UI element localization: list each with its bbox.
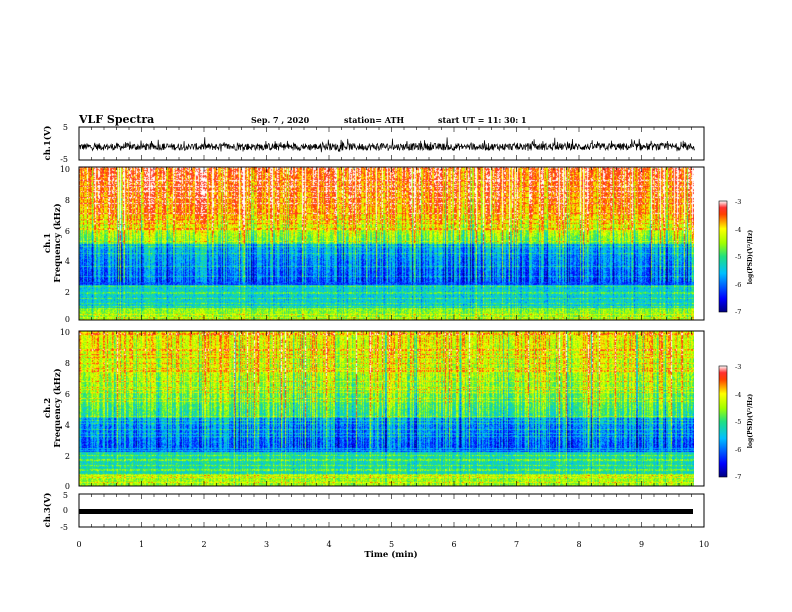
ch1-waveform-ylabel: ch.1(V) <box>42 126 53 161</box>
time-axis-tick-2: 2 <box>201 540 206 549</box>
time-axis-tick-3: 3 <box>264 540 269 549</box>
ch1-spectrogram-ylabel-frequency: Frequency (kHz) <box>52 203 63 282</box>
time-axis-tick-8: 8 <box>576 540 581 549</box>
ch2-freq-tick-10: 10 <box>60 328 70 337</box>
ch1-spectrogram-ticks <box>78 167 705 320</box>
ch1-freq-tick-0: 0 <box>65 315 70 324</box>
ch2-freq-tick-6: 6 <box>65 390 70 399</box>
ch2-spectrogram-panel: 0 2 4 6 8 10 ch.2 Frequency (kHz) -3 -4 … <box>43 328 754 491</box>
ch1-cbar-tick--6: -6 <box>735 281 741 289</box>
ch2-colorbar <box>718 365 728 478</box>
start-time-label: start UT = 11: 30: 1 <box>438 115 527 125</box>
ch1-colorbar-label: log(PSD)(V²/Hz) <box>747 230 754 285</box>
ch2-spectrogram-ticks <box>78 331 705 486</box>
station-label: station= ATH <box>344 115 404 125</box>
ch3-waveform-ylabel: ch.3(V) <box>42 493 53 528</box>
time-axis-tick-4: 4 <box>326 540 331 549</box>
ch3-waveform-ticks <box>78 494 705 527</box>
ch2-spectrogram-image <box>79 331 694 486</box>
ch1-freq-tick-10: 10 <box>60 165 70 174</box>
ch3-waveform-panel: 5 0 -5 ch.3(V) <box>42 491 705 532</box>
time-axis-tick-labels: 0 1 2 3 4 5 6 7 8 9 10 <box>76 540 709 549</box>
time-axis-label: Time (min) <box>364 549 417 560</box>
ch2-spectrogram-ylabel-channel: ch.2 <box>43 398 53 418</box>
figure-title: VLF Spectra <box>78 113 154 126</box>
ch2-cbar-tick--7: -7 <box>735 473 741 481</box>
ch1-freq-tick-2: 2 <box>65 288 70 297</box>
date-label: Sep. 7 , 2020 <box>251 115 310 125</box>
ch1-cbar-tick--5: -5 <box>735 253 741 261</box>
ch2-freq-tick-2: 2 <box>65 452 70 461</box>
ch2-spectrogram-ylabel-frequency: Frequency (kHz) <box>52 368 63 447</box>
ch1-ytick-bottom: -5 <box>60 155 68 164</box>
ch3-waveform-line <box>79 509 693 514</box>
ch3-ytick-bottom: -5 <box>60 523 68 532</box>
time-axis-tick-5: 5 <box>389 540 394 549</box>
time-axis-tick-10: 10 <box>699 540 709 549</box>
ch2-cbar-tick--6: -6 <box>735 446 741 454</box>
time-axis-tick-7: 7 <box>514 540 519 549</box>
ch1-cbar-tick--3: -3 <box>735 198 741 206</box>
ch1-cbar-tick--7: -7 <box>735 308 741 316</box>
ch1-spectrogram-panel: 0 2 4 6 8 10 ch.1 Frequency (kHz) -3 -4 … <box>43 165 754 324</box>
ch2-freq-tick-0: 0 <box>65 482 70 491</box>
ch1-waveform-line <box>78 137 695 153</box>
ch2-cbar-tick--3: -3 <box>735 363 741 371</box>
ch1-freq-tick-6: 6 <box>65 227 70 236</box>
ch2-cbar-tick--5: -5 <box>735 418 741 426</box>
ch1-spectrogram-ylabel-channel: ch.1 <box>43 233 53 253</box>
ch1-colorbar <box>718 200 728 313</box>
ch1-spectrogram-image <box>79 167 694 320</box>
time-axis-tick-6: 6 <box>451 540 456 549</box>
ch1-ytick-top: 5 <box>63 123 68 132</box>
time-axis-tick-9: 9 <box>639 540 644 549</box>
ch1-waveform-ticks <box>78 127 705 160</box>
ch2-freq-tick-8: 8 <box>65 359 70 368</box>
ch1-waveform-panel: 5 -5 ch.1(V) <box>42 123 705 164</box>
ch3-ytick-top: 5 <box>63 491 68 500</box>
ch2-colorbar-label: log(PSD)(V²/Hz) <box>747 394 754 449</box>
time-axis-tick-1: 1 <box>139 540 144 549</box>
ch1-freq-tick-4: 4 <box>65 257 70 266</box>
ch1-freq-tick-8: 8 <box>65 196 70 205</box>
ch2-cbar-tick--4: -4 <box>735 391 741 399</box>
time-axis-tick-0: 0 <box>76 540 81 549</box>
ch1-cbar-tick--4: -4 <box>735 226 741 234</box>
ch2-freq-tick-4: 4 <box>65 421 70 430</box>
ch3-ytick-mid: 0 <box>63 506 68 515</box>
